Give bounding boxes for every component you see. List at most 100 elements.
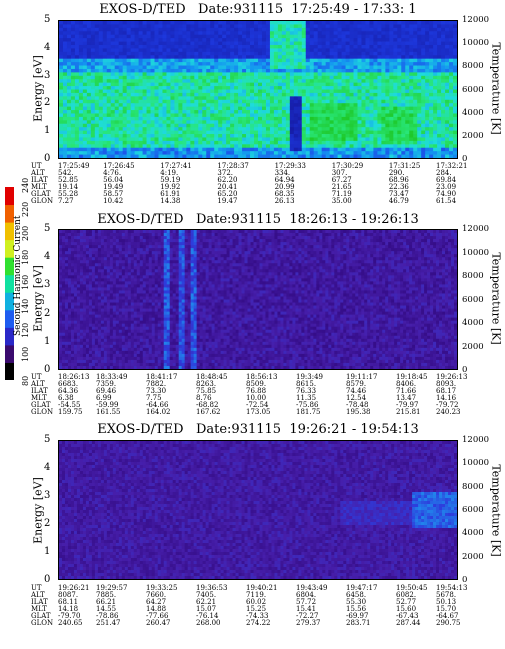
heatmap-cell (79, 302, 84, 306)
heatmap-cell (230, 127, 235, 131)
heatmap-cell (59, 239, 63, 243)
heatmap-cell (393, 96, 398, 101)
heatmap-cell (381, 72, 386, 77)
heatmap-cell (102, 134, 108, 138)
heatmap-cell (118, 248, 123, 252)
heatmap-cell (449, 62, 454, 66)
heatmap-cell (67, 338, 72, 343)
heatmap-cell (62, 127, 68, 131)
heatmap-cell (329, 144, 335, 149)
heatmap-cell (238, 31, 243, 36)
heatmap-cell (333, 21, 338, 25)
heatmap-cell (64, 359, 69, 364)
heatmap-cell (122, 106, 128, 111)
heatmap-cell (182, 55, 187, 60)
heatmap-cell (206, 51, 211, 56)
heatmap-cell (449, 68, 454, 73)
heatmap-cell (230, 110, 235, 114)
heatmap-cell (94, 154, 100, 158)
heatmap-cell (265, 116, 271, 121)
heatmap-cell (126, 99, 132, 104)
heatmap-cell (74, 34, 80, 39)
heatmap-cell (309, 65, 315, 70)
heatmap-cell (305, 34, 311, 39)
heatmap-cell (401, 123, 406, 128)
heatmap-cell (94, 130, 100, 135)
heatmap-cell (397, 55, 402, 60)
heatmap-cell (110, 38, 116, 42)
heatmap-cell (194, 48, 199, 53)
heatmap-cell (170, 48, 175, 53)
heatmap-cell (433, 113, 438, 118)
heatmap-cell (230, 120, 235, 125)
heatmap-cell (94, 127, 100, 131)
heatmap-cell (91, 326, 96, 331)
heatmap-cell (222, 147, 227, 152)
heatmap-cell (309, 41, 315, 46)
heatmap-cell (214, 58, 219, 63)
heatmap-cell (134, 48, 139, 53)
heatmap-cell (62, 140, 68, 145)
heatmap-cell (94, 257, 99, 261)
heatmap-cell (214, 51, 219, 56)
heatmap-cell (297, 21, 303, 25)
heatmap-cell (86, 123, 92, 128)
heatmap-cell (62, 55, 68, 60)
heatmap-cell (321, 75, 327, 80)
heatmap-cell (369, 82, 374, 87)
heatmap-cell (88, 284, 93, 288)
heatmap-cell (142, 113, 147, 118)
heatmap-cell (401, 72, 406, 77)
heatmap-cell (62, 51, 68, 56)
heatmap-cell (166, 89, 171, 94)
heatmap-cell (250, 123, 255, 128)
heatmap-cell (369, 103, 374, 108)
heatmap-cell (373, 34, 378, 39)
heatmap-cell (289, 24, 295, 29)
heatmap-cell (78, 120, 84, 125)
heatmap-cell (425, 116, 430, 121)
heatmap-cell (397, 75, 402, 80)
heatmap-cell (88, 365, 93, 369)
heatmap-cell (281, 134, 287, 138)
heatmap-cell (115, 281, 120, 285)
heatmap-cell (62, 151, 68, 155)
heatmap-cell (88, 344, 93, 349)
heatmap-cell (425, 48, 430, 53)
heatmap-cell (112, 320, 117, 325)
heatmap-cell (79, 266, 84, 270)
heatmap-cell (313, 62, 319, 66)
heatmap-cell (66, 106, 72, 111)
heatmap-cell (88, 332, 93, 337)
heatmap-cell (210, 48, 215, 53)
heatmap-cell (238, 147, 243, 152)
heatmap-cell (341, 116, 346, 121)
heatmap-cell (62, 21, 68, 25)
heatmap-cell (74, 144, 80, 149)
heatmap-cell (365, 34, 370, 39)
heatmap-cell (385, 147, 390, 152)
heatmap-cell (254, 106, 259, 111)
heatmap-cell (112, 260, 117, 264)
heatmap-cell (321, 51, 327, 56)
heatmap-cell (67, 230, 72, 234)
heatmap-cell (146, 72, 151, 77)
heatmap-cell (317, 140, 323, 145)
heatmap-cell (277, 44, 283, 49)
heatmap-cell (102, 130, 108, 135)
heatmap-cell (115, 260, 120, 264)
heatmap-cell (88, 290, 93, 294)
heatmap-cell (74, 68, 80, 73)
heatmap-cell (381, 55, 386, 60)
heatmap-cell (138, 134, 143, 138)
heatmap-cell (154, 120, 159, 125)
heatmap-cell (174, 44, 179, 49)
heatmap-cell (66, 116, 72, 121)
heatmap-cell (158, 137, 163, 142)
heatmap-cell (146, 41, 151, 46)
heatmap-cell (103, 353, 108, 358)
heatmap-cell (186, 140, 191, 145)
heatmap-cell (305, 58, 311, 63)
heatmap-cell (373, 68, 378, 73)
heatmap-cell (86, 38, 92, 42)
